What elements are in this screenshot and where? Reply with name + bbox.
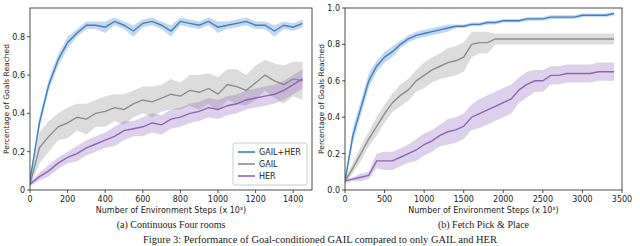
series-line xyxy=(345,39,614,181)
y-tick-label: 0.0 xyxy=(327,186,340,195)
series-line xyxy=(30,79,303,184)
error-band xyxy=(30,60,303,186)
x-tick xyxy=(542,190,543,193)
y-tick-label: 0.8 xyxy=(12,33,25,42)
y-tick xyxy=(342,117,345,118)
y-tick xyxy=(342,80,345,81)
series-line xyxy=(345,13,614,180)
plot-area xyxy=(345,12,614,183)
y-tick xyxy=(342,8,345,9)
x-tick-label: 800 xyxy=(173,195,188,204)
x-tick xyxy=(30,190,31,193)
x-tick-label: 3500 xyxy=(612,195,632,204)
x-tick xyxy=(218,190,219,193)
x-tick xyxy=(142,190,143,193)
y-tick xyxy=(342,153,345,154)
error-band xyxy=(345,63,614,183)
subcaption: (b) Fetch Pick & Place xyxy=(438,219,530,231)
x-tick-label: 1500 xyxy=(454,195,474,204)
x-tick xyxy=(180,190,181,193)
plot-area xyxy=(30,18,303,187)
series-line xyxy=(345,72,614,181)
y-tick xyxy=(27,75,30,76)
legend-box xyxy=(233,143,307,185)
x-tick xyxy=(345,190,346,193)
x-tick xyxy=(105,190,106,193)
x-tick-label: 1000 xyxy=(208,195,228,204)
figure: 0 200 400 600 800 1000 1200 1400 0 0.2 0.4 0.6 0.8 Nu… xyxy=(0,0,640,246)
y-axis-label: Percentage of Goals Reached xyxy=(317,44,326,154)
legend-label: HER xyxy=(259,172,276,181)
subcaption: (a) Continuous Four rooms xyxy=(117,219,226,231)
y-tick-label: 0.8 xyxy=(327,40,340,49)
error-band xyxy=(345,12,614,183)
frame xyxy=(345,8,622,190)
x-tick-label: 200 xyxy=(60,195,75,204)
legend-swatch xyxy=(238,151,255,153)
x-axis-label: Number of Environment Steps (x 10³) xyxy=(96,206,246,215)
x-tick xyxy=(582,190,583,193)
chart: 0 500 1000 1500 2000 2500 3000 3500 0.0 0.2 0.4 0.6… xyxy=(317,4,632,231)
figure-caption: Figure 3: Performance of Goal-conditione… xyxy=(143,234,497,245)
x-tick xyxy=(463,190,464,193)
x-tick-label: 2500 xyxy=(533,195,553,204)
x-tick xyxy=(424,190,425,193)
y-tick-label: 0.4 xyxy=(12,109,25,118)
x-tick xyxy=(622,190,623,193)
x-tick-label: 3000 xyxy=(572,195,592,204)
frame xyxy=(30,8,312,190)
error-band xyxy=(345,32,614,183)
legend-swatch xyxy=(238,163,255,165)
y-tick-label: 0.6 xyxy=(12,71,25,80)
x-tick-label: 0 xyxy=(342,195,347,204)
x-tick-label: 400 xyxy=(98,195,113,204)
x-tick-label: 1200 xyxy=(245,195,265,204)
y-tick xyxy=(342,44,345,45)
x-tick-label: 2000 xyxy=(493,195,513,204)
legend-label: GAIL xyxy=(259,160,278,169)
chart: 0 200 400 600 800 1000 1200 1400 0 0.2 0.4 0.6 0.8 Nu… xyxy=(2,8,312,231)
x-axis-label: Number of Environment Steps (x 10³) xyxy=(408,206,558,215)
legend-swatch xyxy=(238,175,255,177)
x-tick xyxy=(67,190,68,193)
y-tick-label: 1.0 xyxy=(327,4,340,13)
y-tick xyxy=(27,151,30,152)
y-tick xyxy=(27,36,30,37)
y-tick-label: 0.4 xyxy=(327,113,340,122)
y-tick-label: 0.2 xyxy=(327,150,340,159)
x-tick xyxy=(255,190,256,193)
series-line xyxy=(30,75,303,184)
y-tick-label: 0.6 xyxy=(327,77,340,86)
y-tick-label: 0.2 xyxy=(12,148,25,157)
y-axis-label: Percentage of Goals Reached xyxy=(2,44,11,154)
x-tick xyxy=(293,190,294,193)
x-tick xyxy=(503,190,504,193)
x-tick xyxy=(384,190,385,193)
x-tick-label: 0 xyxy=(27,195,32,204)
y-tick xyxy=(342,190,345,191)
x-tick-label: 1400 xyxy=(283,195,303,204)
x-tick-label: 1000 xyxy=(414,195,434,204)
legend: GAIL+HER GAIL HER xyxy=(233,143,307,185)
legend-label: GAIL+HER xyxy=(259,148,301,157)
y-tick xyxy=(27,190,30,191)
y-tick xyxy=(27,113,30,114)
x-tick-label: 500 xyxy=(377,195,392,204)
x-tick-label: 600 xyxy=(135,195,150,204)
y-tick-label: 0 xyxy=(20,186,25,195)
error-band xyxy=(30,69,303,186)
